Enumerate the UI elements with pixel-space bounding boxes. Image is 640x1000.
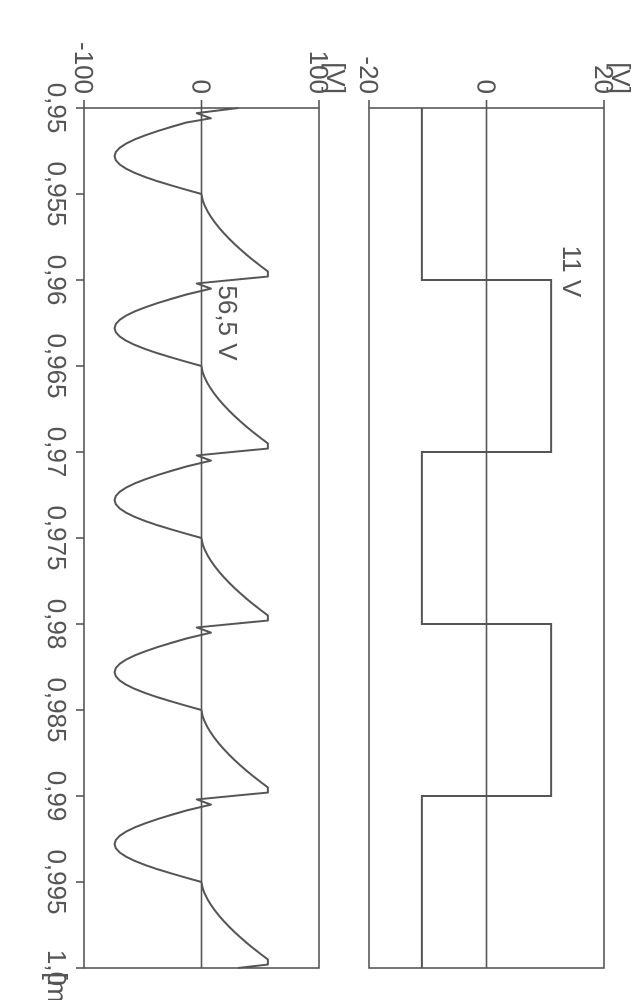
svg-text:0,99: 0,99 <box>42 771 72 822</box>
resonant-wave <box>115 108 268 968</box>
rotated-figure: -20020[V]-1000100[V]0,950,9550,960,9650,… <box>0 0 640 1000</box>
svg-text:0,965: 0,965 <box>42 333 72 398</box>
svg-text:[V]: [V] <box>606 62 636 94</box>
square-wave-label: 11 V <box>557 246 587 298</box>
svg-text:-20: -20 <box>354 56 384 94</box>
svg-text:-100: -100 <box>69 42 99 94</box>
svg-text:0,98: 0,98 <box>42 599 72 650</box>
svg-text:0,975: 0,975 <box>42 505 72 570</box>
svg-text:0,995: 0,995 <box>42 849 72 914</box>
svg-text:0,955: 0,955 <box>42 161 72 226</box>
svg-text:0,95: 0,95 <box>42 83 72 134</box>
svg-text:[V]: [V] <box>321 62 351 94</box>
resonant-wave-label: 56,5 V <box>213 285 243 361</box>
svg-text:0: 0 <box>187 80 217 94</box>
svg-text:0,97: 0,97 <box>42 427 72 478</box>
svg-text:[ms]: [ms] <box>42 972 73 1000</box>
svg-text:0,96: 0,96 <box>42 255 72 306</box>
svg-text:0,985: 0,985 <box>42 677 72 742</box>
chart-svg: -20020[V]-1000100[V]0,950,9550,960,9650,… <box>0 0 640 1000</box>
svg-text:0: 0 <box>472 80 502 94</box>
